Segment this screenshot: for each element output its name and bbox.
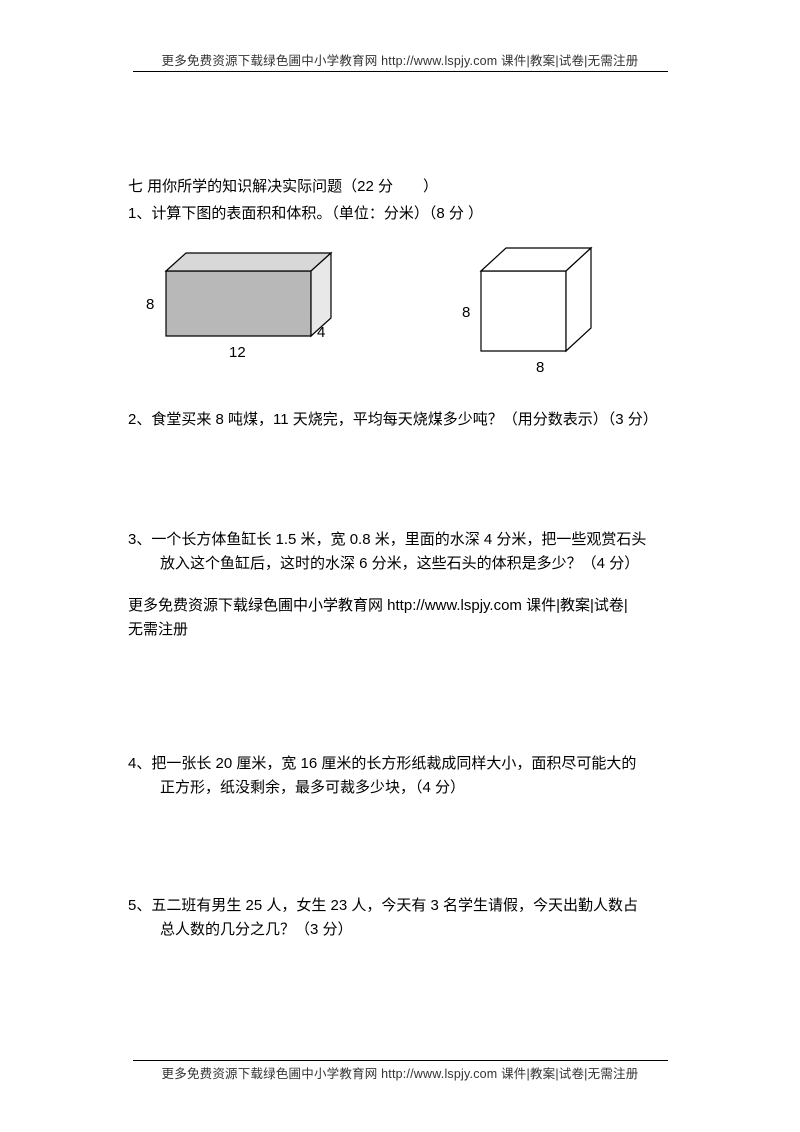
cuboid-label-width: 4	[317, 321, 325, 345]
cuboid-label-length: 12	[229, 341, 246, 365]
cuboid-svg	[156, 241, 356, 371]
question-4: 4、把一张长 20 厘米，宽 16 厘米的长方形纸裁成同样大小，面积尽可能大的 …	[128, 752, 676, 800]
cuboid-figure: 8 12 4	[156, 241, 356, 379]
cube-label-width: 8	[536, 356, 544, 380]
question-5: 5、五二班有男生 25 人，女生 23 人，今天有 3 名学生请假，今天出勤人数…	[128, 894, 676, 942]
page-content: 七 用你所学的知识解决实际问题（22 分 ） 1、计算下图的表面积和体积。（单位…	[128, 175, 676, 942]
cuboid-label-height: 8	[146, 293, 154, 317]
header-text: 更多免费资源下载绿色圃中小学教育网 http://www.lspjy.com 课…	[162, 54, 639, 68]
question-3-line2: 放入这个鱼缸后，这时的水深 6 分米，这些石头的体积是多少？（4 分）	[128, 552, 676, 576]
question-5-line1: 5、五二班有男生 25 人，女生 23 人，今天有 3 名学生请假，今天出勤人数…	[128, 894, 676, 918]
question-3: 3、一个长方体鱼缸长 1.5 米，宽 0.8 米，里面的水深 4 分米，把一些观…	[128, 528, 676, 576]
page-footer: 更多免费资源下载绿色圃中小学教育网 http://www.lspjy.com 课…	[0, 1060, 800, 1082]
mid-note-line1: 更多免费资源下载绿色圃中小学教育网 http://www.lspjy.com 课…	[128, 594, 676, 618]
cube-svg	[466, 236, 616, 376]
cube-label-height: 8	[462, 301, 470, 325]
footer-rule	[133, 1060, 668, 1061]
mid-note: 更多免费资源下载绿色圃中小学教育网 http://www.lspjy.com 课…	[128, 594, 676, 642]
question-4-line2: 正方形，纸没剩余，最多可裁多少块，（4 分）	[128, 776, 676, 800]
page-header: 更多免费资源下载绿色圃中小学教育网 http://www.lspjy.com 课…	[0, 50, 800, 72]
question-3-line1: 3、一个长方体鱼缸长 1.5 米，宽 0.8 米，里面的水深 4 分米，把一些观…	[128, 528, 676, 552]
cube-figure: 8 8	[466, 236, 616, 384]
question-1: 1、计算下图的表面积和体积。（单位：分米）（8 分 ）	[128, 202, 676, 226]
figures-row: 8 12 4 8 8	[128, 236, 676, 386]
footer-text: 更多免费资源下载绿色圃中小学教育网 http://www.lspjy.com 课…	[162, 1067, 639, 1081]
mid-note-line2: 无需注册	[128, 618, 676, 642]
question-2: 2、食堂买来 8 吨煤，11 天烧完，平均每天烧煤多少吨？（用分数表示）（3 分…	[128, 408, 676, 432]
question-4-line1: 4、把一张长 20 厘米，宽 16 厘米的长方形纸裁成同样大小，面积尽可能大的	[128, 752, 676, 776]
header-rule	[133, 71, 668, 72]
question-5-line2: 总人数的几分之几？（3 分）	[128, 918, 676, 942]
section-title: 七 用你所学的知识解决实际问题（22 分 ）	[128, 175, 676, 199]
